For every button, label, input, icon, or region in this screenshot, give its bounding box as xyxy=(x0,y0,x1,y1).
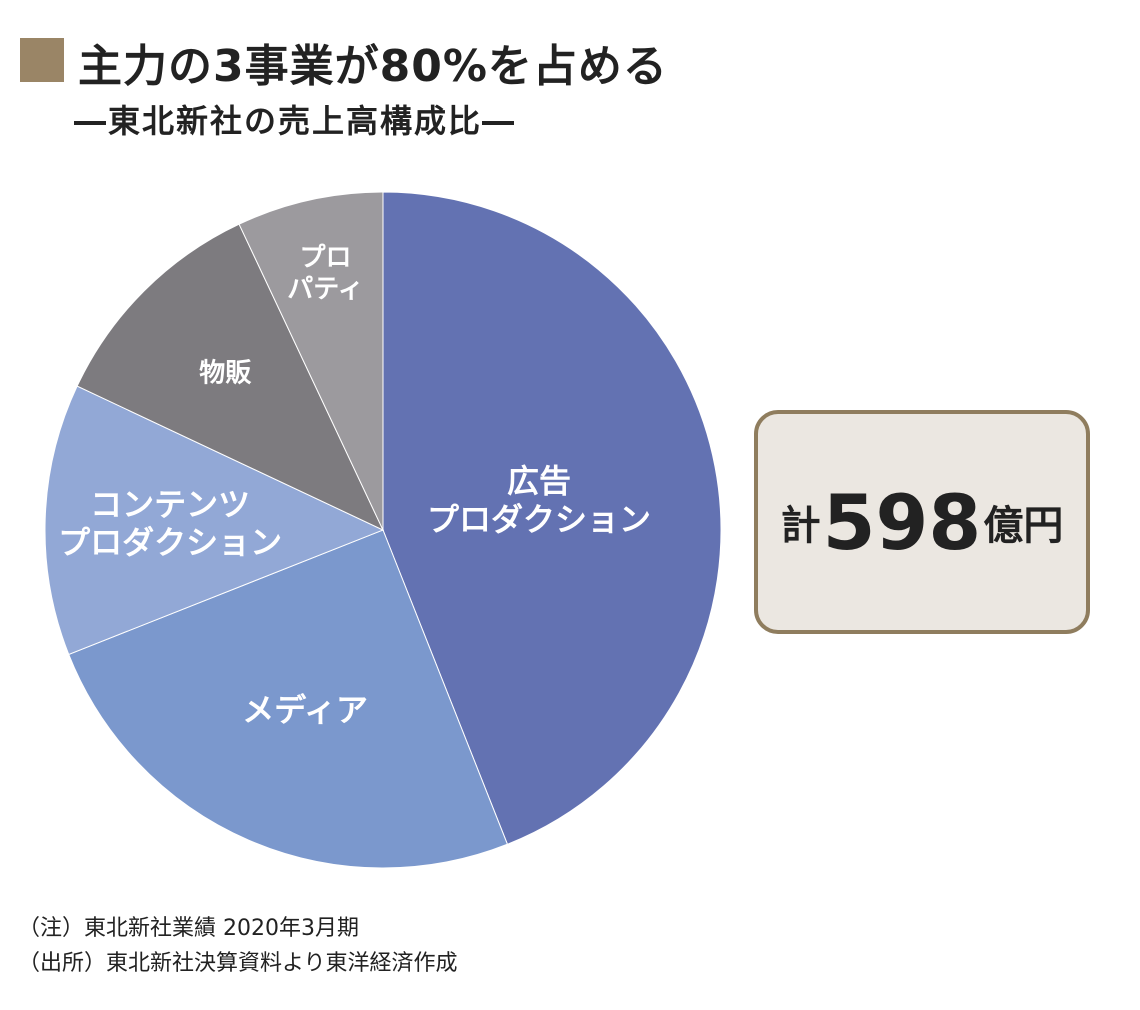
chart-subtitle: ―東北新社の売上高構成比― xyxy=(74,102,517,140)
pie-slice xyxy=(68,529,509,869)
pie-slice xyxy=(238,191,384,531)
slice-label: プロパティ xyxy=(287,243,363,304)
chart-title: 主力の3事業が80%を占める xyxy=(78,41,668,92)
note-line: （注）東北新社業績 2020年3月期 xyxy=(18,916,359,941)
total-value: 598 xyxy=(822,477,982,567)
slice-label: 物販 xyxy=(199,358,252,388)
slice-label: メディア xyxy=(242,691,368,729)
slice-label: 広告プロダクション xyxy=(427,462,651,538)
pie-slice xyxy=(44,385,385,656)
slice-label: コンテンツプロダクション xyxy=(58,485,282,561)
pie-slice xyxy=(382,191,722,845)
source-line: （出所）東北新社決算資料より東洋経済作成 xyxy=(18,951,458,976)
total-unit: 億円 xyxy=(983,503,1064,549)
total-prefix: 計 xyxy=(780,503,821,549)
pie-slice xyxy=(76,223,385,532)
total-box: 計 598 億円 xyxy=(754,410,1090,634)
title-marker xyxy=(20,38,64,82)
